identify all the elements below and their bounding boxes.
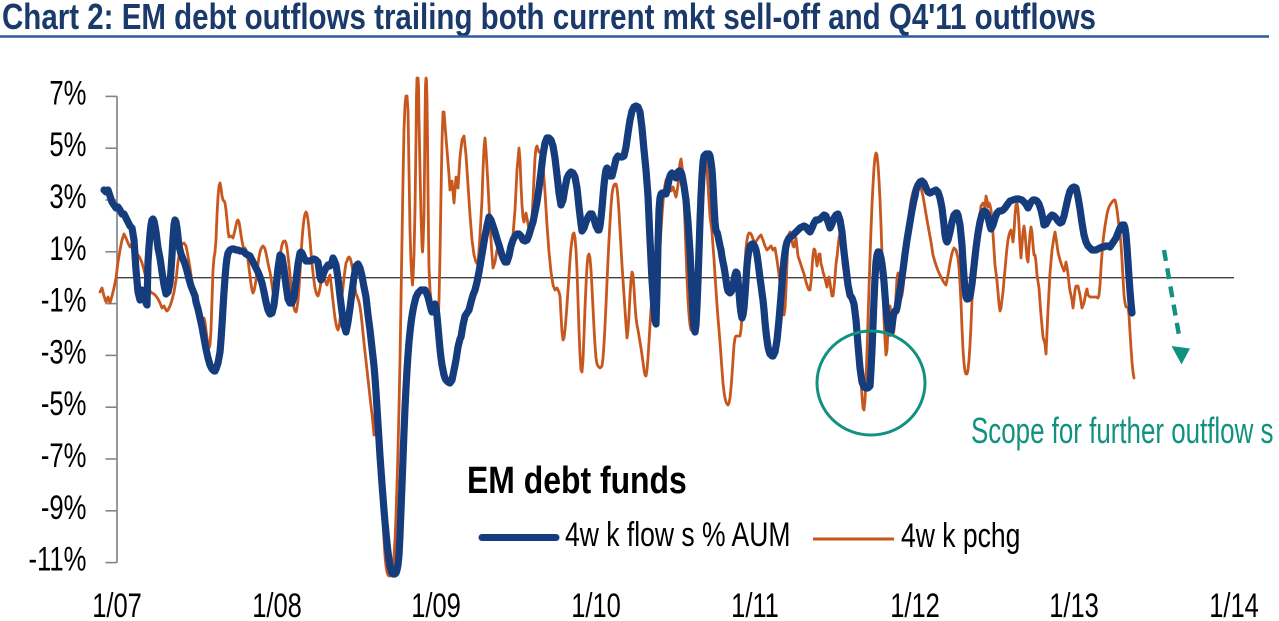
svg-text:4w k flow s % AUM: 4w k flow s % AUM	[565, 516, 790, 554]
svg-text:3%: 3%	[49, 179, 86, 216]
svg-text:-3%: -3%	[41, 334, 87, 371]
svg-text:Chart 2: EM debt outflows trai: Chart 2: EM debt outflows trailing both …	[2, 0, 1096, 37]
svg-text:1/07: 1/07	[92, 588, 142, 621]
svg-text:Scope for further outflow s: Scope for further outflow s	[971, 411, 1273, 451]
svg-text:-11%: -11%	[29, 541, 87, 578]
svg-text:-5%: -5%	[41, 386, 87, 423]
svg-text:-7%: -7%	[41, 438, 87, 475]
svg-text:1/10: 1/10	[571, 588, 621, 621]
svg-text:1/13: 1/13	[1049, 588, 1099, 621]
svg-text:1/14: 1/14	[1209, 588, 1259, 621]
svg-text:1%: 1%	[49, 230, 86, 267]
svg-text:7%: 7%	[49, 75, 86, 112]
svg-text:1/11: 1/11	[731, 588, 779, 621]
svg-text:1/09: 1/09	[411, 588, 461, 621]
svg-text:-9%: -9%	[41, 489, 87, 526]
svg-text:5%: 5%	[49, 127, 86, 164]
svg-text:EM debt funds: EM debt funds	[467, 459, 687, 501]
svg-text:1/12: 1/12	[890, 588, 940, 621]
svg-text:1/08: 1/08	[252, 588, 302, 621]
svg-text:-1%: -1%	[41, 282, 87, 319]
svg-text:4w k pchg: 4w k pchg	[901, 517, 1020, 555]
